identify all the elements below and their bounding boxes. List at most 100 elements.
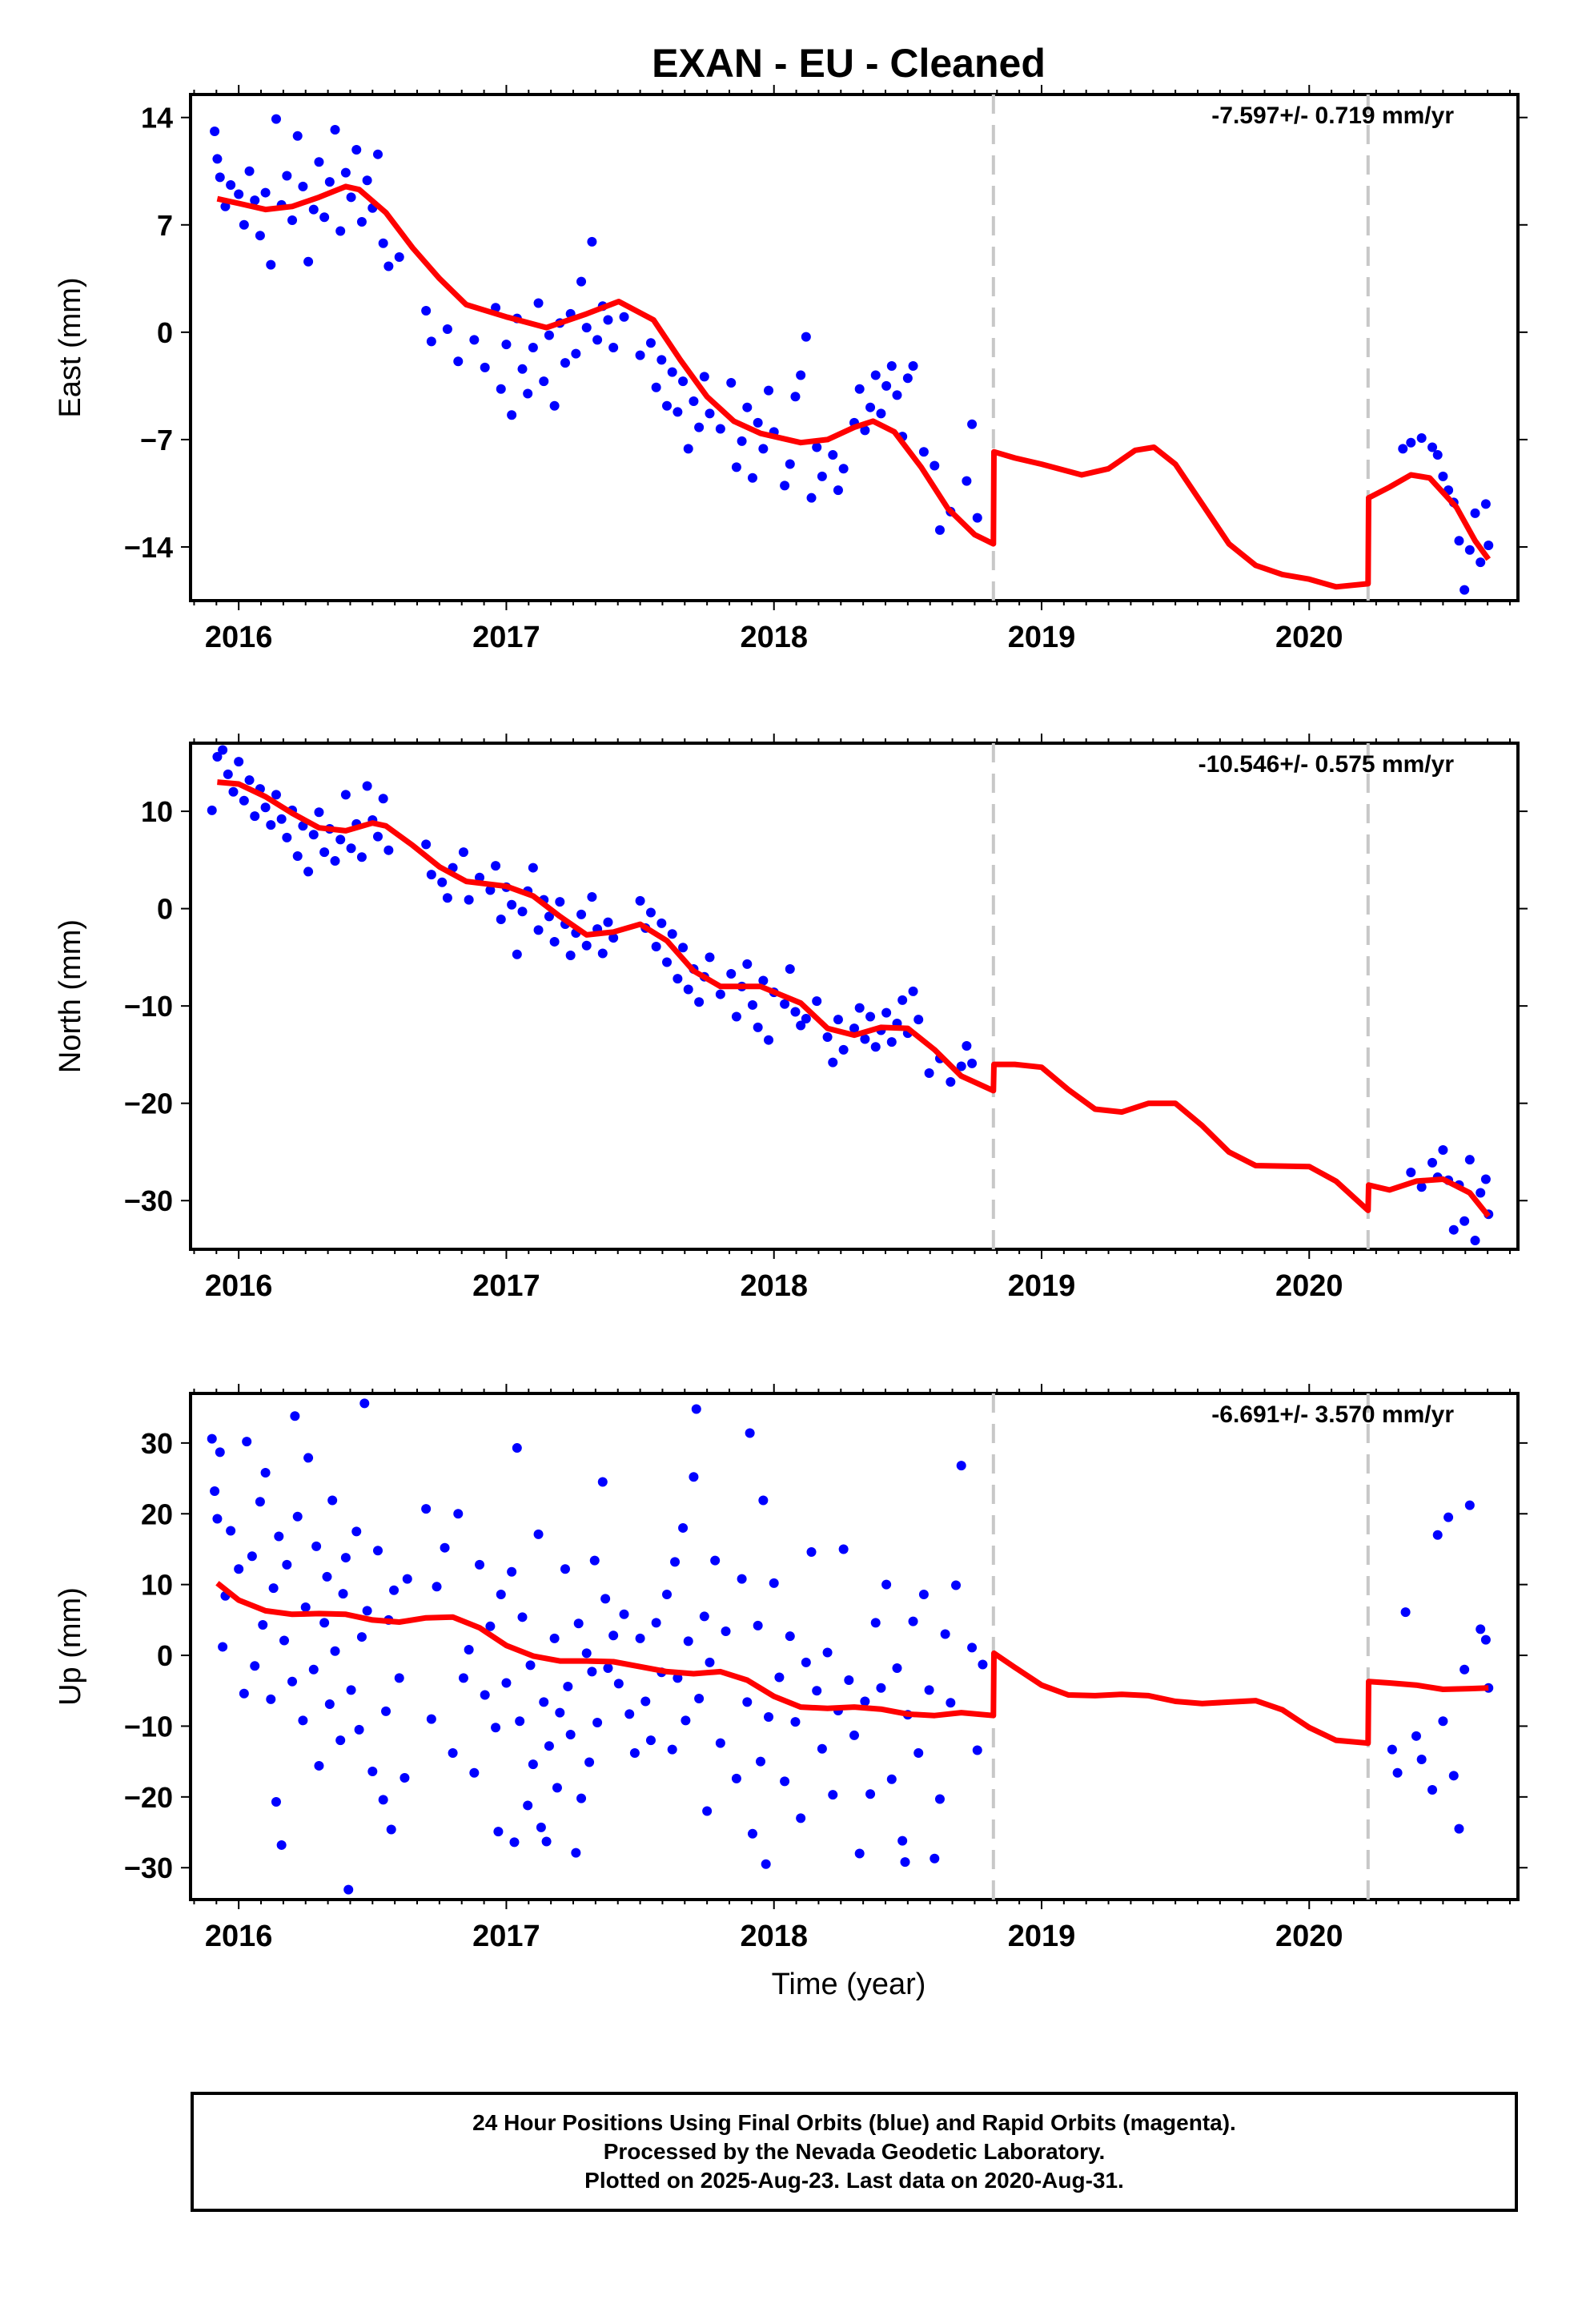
up-data-point (560, 1564, 570, 1574)
up-data-point (892, 1663, 902, 1673)
north-data-point (946, 1076, 956, 1087)
north-data-point (250, 811, 260, 822)
up-data-point (670, 1557, 681, 1567)
up-data-point (699, 1611, 709, 1622)
north-y-tick-label: 0 (157, 893, 173, 926)
north-data-point (742, 959, 753, 969)
east-data-point (426, 336, 436, 347)
east-data-point (324, 177, 335, 187)
up-data-point (1460, 1664, 1470, 1675)
up-data-point (721, 1626, 731, 1636)
east-data-point (1454, 536, 1464, 546)
up-data-point (381, 1706, 391, 1716)
north-data-point (1480, 1174, 1491, 1184)
up-y-tick-label: 10 (141, 1569, 173, 1602)
east-x-tick-label: 2016 (205, 621, 273, 654)
up-data-point (314, 1760, 324, 1771)
north-data-point (442, 893, 452, 903)
north-data-point (276, 814, 287, 824)
up-y-tick-label: 0 (157, 1639, 173, 1672)
up-data-point (515, 1716, 525, 1727)
north-data-point (678, 943, 689, 953)
up-data-point (218, 1642, 228, 1652)
up-data-point (1432, 1530, 1443, 1540)
up-data-point (563, 1681, 573, 1691)
east-data-point (212, 154, 223, 164)
east-data-point (817, 471, 827, 481)
up-data-point (592, 1718, 603, 1728)
up-data-point (673, 1673, 683, 1683)
up-data-point (493, 1827, 504, 1837)
caption-box: 24 Hour Positions Using Final Orbits (bl… (191, 2092, 1518, 2212)
east-data-point (560, 358, 570, 368)
up-data-point (480, 1690, 490, 1700)
east-data-point (962, 476, 972, 486)
east-data-point (619, 312, 629, 322)
north-data-point (865, 1011, 876, 1022)
north-data-point (897, 995, 908, 1005)
east-data-point (378, 238, 388, 248)
up-data-point (967, 1642, 978, 1653)
up-data-point (421, 1504, 432, 1514)
north-data-point (838, 1044, 849, 1055)
east-data-point (865, 402, 876, 412)
east-data-point (335, 226, 346, 236)
east-y-tick-label: −14 (124, 531, 173, 564)
north-data-point (860, 1034, 870, 1044)
east-data-point (244, 166, 255, 176)
east-data-point (517, 364, 528, 374)
north-data-point (780, 999, 790, 1009)
panel-up: 2016 2017 2018 2019 2020 −30 −20 −10 0 10 20 30 Up (… (54, 1384, 1528, 1953)
up-data-point (359, 1398, 370, 1409)
east-data-point (747, 472, 757, 483)
north-data-point (603, 917, 613, 927)
north-x-tick-label: 2019 (1008, 1269, 1076, 1303)
up-data-point (1480, 1634, 1491, 1645)
east-data-point (549, 400, 560, 411)
up-data-point (215, 1447, 225, 1458)
north-data-point (924, 1068, 934, 1079)
up-data-point (528, 1759, 538, 1770)
north-data-point (212, 752, 223, 762)
east-x-tick-label: 2017 (472, 621, 540, 654)
east-data-point (812, 442, 822, 452)
north-data-point (517, 907, 528, 917)
up-data-point (501, 1678, 512, 1688)
up-data-point (303, 1453, 314, 1463)
up-data-point (266, 1694, 276, 1704)
up-data-point (507, 1566, 517, 1577)
north-y-tick-label: −20 (124, 1088, 173, 1120)
east-rate-label: -7.597+/- 0.719 mm/yr (1211, 103, 1454, 129)
north-data-point (346, 843, 356, 854)
up-data-point (745, 1428, 755, 1438)
up-data-point (678, 1522, 689, 1533)
north-data-point (870, 1042, 881, 1052)
up-data-point (552, 1783, 562, 1793)
east-data-point (972, 513, 982, 523)
north-data-point (651, 942, 661, 952)
up-data-point (790, 1717, 801, 1727)
east-y-tick-label: 0 (157, 316, 173, 349)
up-data-point (539, 1697, 549, 1707)
up-data-point (946, 1698, 956, 1708)
up-data-point (1448, 1771, 1459, 1781)
east-data-point (1480, 499, 1491, 509)
up-data-point (242, 1437, 252, 1447)
up-data-point (774, 1672, 785, 1683)
up-data-point (327, 1495, 338, 1506)
up-data-point (689, 1472, 699, 1482)
up-frame (189, 1392, 1520, 1901)
east-data-point (656, 355, 667, 365)
east-data-point (806, 493, 817, 503)
east-x-tick-label: 2019 (1008, 621, 1076, 654)
up-data-point (587, 1667, 597, 1677)
up-data-point (806, 1546, 817, 1557)
east-data-point (581, 323, 592, 333)
east-data-point (346, 192, 356, 203)
up-x-tick-label: 2020 (1275, 1920, 1343, 1953)
east-data-point (801, 332, 811, 342)
up-data-point (608, 1630, 619, 1641)
up-data-point (290, 1411, 300, 1421)
east-data-point (908, 360, 918, 371)
north-data-point (223, 769, 233, 779)
